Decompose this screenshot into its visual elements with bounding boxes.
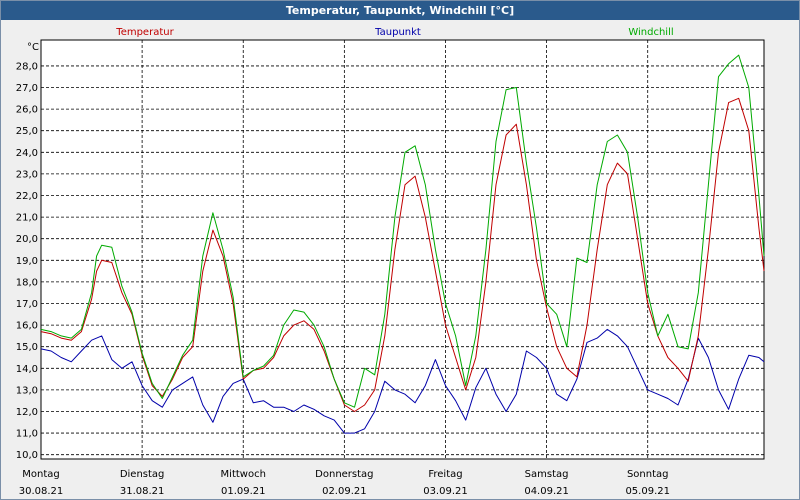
x-axis: Montag 30.08.21 Dienstag 31.08.21 Mittwoch 01…: [19, 469, 670, 497]
legend-item-windchill: Windchill: [628, 27, 673, 38]
y-tick-label: 16,0: [16, 321, 38, 332]
y-tick-label: 12,0: [16, 407, 38, 418]
y-tick-label: 27,0: [16, 83, 38, 94]
y-tick-label: 14,0: [16, 364, 38, 375]
series-line-taupunkt: [40, 328, 765, 434]
y-tick-label: 11,0: [16, 429, 38, 440]
series-layer: [40, 54, 765, 434]
y-axis-label: °C: [27, 42, 39, 53]
legend-item-taupunkt: Taupunkt: [374, 27, 421, 38]
y-tick-label: 22,0: [16, 191, 38, 202]
y-tick-label: 20,0: [16, 234, 38, 245]
x-tick-date: 03.09.21: [423, 486, 468, 497]
y-tick-label: 13,0: [16, 385, 38, 396]
y-tick-label: 26,0: [16, 105, 38, 116]
x-tick-weekday: Freitag: [428, 469, 462, 480]
plot-area: [40, 39, 765, 460]
legend: Temperatur Taupunkt Windchill: [115, 27, 673, 38]
x-tick-weekday: Dienstag: [120, 469, 165, 480]
y-tick-label: 28,0: [16, 61, 38, 72]
x-tick-date: 30.08.21: [19, 486, 64, 497]
chart-title: Temperatur, Taupunkt, Windchill [°C]: [1, 1, 799, 20]
series-line-windchill: [40, 54, 765, 408]
legend-item-temperatur: Temperatur: [115, 27, 174, 38]
x-tick-date: 04.09.21: [524, 486, 569, 497]
x-tick-weekday: Samstag: [525, 469, 569, 480]
x-tick-weekday: Mittwoch: [221, 469, 266, 480]
x-tick-date: 05.09.21: [625, 486, 670, 497]
y-tick-label: 15,0: [16, 342, 38, 353]
y-tick-label: 23,0: [16, 169, 38, 180]
y-axis: 10,0 11,0 12,0 13,0 14,0 15,0 16,0 17,0 18,0 19,0…: [16, 61, 38, 461]
x-tick-weekday: Montag: [22, 469, 59, 480]
y-tick-label: 25,0: [16, 126, 38, 137]
y-tick-label: 21,0: [16, 213, 38, 224]
x-tick-date: 02.09.21: [322, 486, 367, 497]
y-tick-label: 18,0: [16, 277, 38, 288]
y-tick-label: 17,0: [16, 299, 38, 310]
y-tick-label: 19,0: [16, 256, 38, 267]
y-tick-label: 10,0: [16, 450, 38, 461]
x-tick-date: 31.08.21: [120, 486, 165, 497]
y-tick-label: 24,0: [16, 148, 38, 159]
x-tick-weekday: Sonntag: [627, 469, 669, 480]
x-tick-weekday: Donnerstag: [315, 469, 373, 480]
x-tick-date: 01.09.21: [221, 486, 266, 497]
series-line-temperatur: [40, 97, 765, 412]
